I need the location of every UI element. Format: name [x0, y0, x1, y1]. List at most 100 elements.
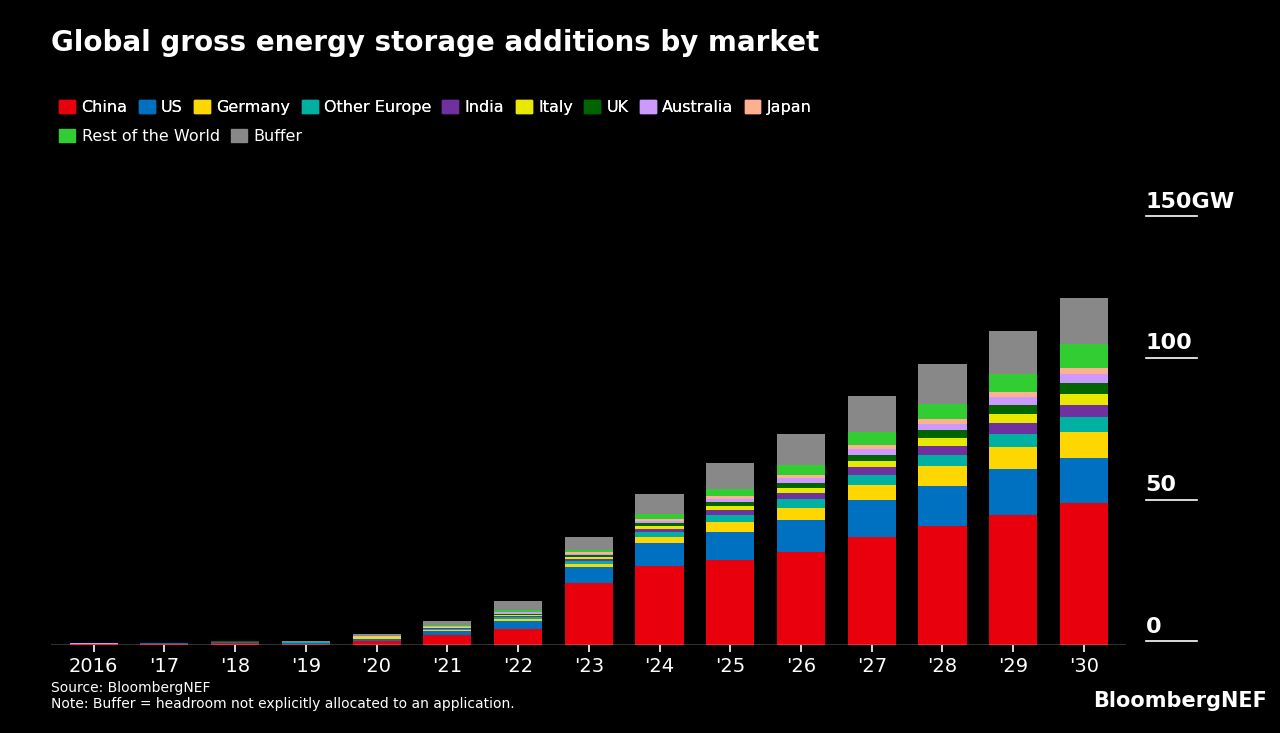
Bar	[494, 630, 543, 645]
Bar	[989, 397, 1037, 405]
Bar	[1060, 405, 1108, 417]
Bar	[919, 419, 966, 424]
Bar	[777, 551, 826, 645]
Bar	[777, 478, 826, 482]
Legend: China, US, Germany, Other Europe, India, Italy, UK, Australia, Japan: China, US, Germany, Other Europe, India,…	[59, 100, 812, 115]
Bar	[564, 583, 613, 645]
Text: Source: BloombergNEF
Note: Buffer = headroom not explicitly allocated to an appl: Source: BloombergNEF Note: Buffer = head…	[51, 681, 515, 711]
Bar	[847, 445, 896, 449]
Bar	[847, 449, 896, 454]
Bar	[847, 432, 896, 445]
Bar	[847, 485, 896, 501]
Bar	[989, 414, 1037, 423]
Bar	[919, 486, 966, 526]
Bar	[352, 633, 401, 636]
Bar	[635, 514, 684, 519]
Bar	[282, 644, 330, 645]
Bar	[847, 396, 896, 432]
Text: BloombergNEF: BloombergNEF	[1093, 691, 1267, 711]
Bar	[564, 564, 613, 567]
Text: 50: 50	[1146, 475, 1176, 495]
Bar	[494, 613, 543, 614]
Bar	[635, 537, 684, 543]
Bar	[989, 515, 1037, 645]
Text: Global gross energy storage additions by market: Global gross energy storage additions by…	[51, 29, 819, 57]
Bar	[777, 465, 826, 475]
Bar	[847, 501, 896, 537]
Bar	[635, 532, 684, 537]
Bar	[1060, 504, 1108, 645]
Bar	[989, 434, 1037, 446]
Bar	[919, 364, 966, 404]
Bar	[707, 522, 754, 531]
Bar	[635, 566, 684, 645]
Bar	[424, 625, 471, 626]
Bar	[564, 537, 613, 550]
Bar	[494, 610, 543, 611]
Bar	[424, 621, 471, 625]
Bar	[919, 424, 966, 430]
Bar	[564, 567, 613, 583]
Bar	[494, 619, 543, 621]
Bar	[282, 643, 330, 644]
Bar	[494, 621, 543, 630]
Bar	[564, 558, 613, 559]
Text: 0: 0	[1146, 616, 1161, 637]
Bar	[1060, 375, 1108, 383]
Bar	[69, 644, 118, 645]
Bar	[635, 523, 684, 526]
Bar	[494, 616, 543, 617]
Bar	[707, 509, 754, 515]
Bar	[1060, 417, 1108, 432]
Bar	[777, 493, 826, 499]
Legend: Rest of the World, Buffer: Rest of the World, Buffer	[59, 129, 302, 144]
Bar	[989, 446, 1037, 469]
Bar	[707, 506, 754, 509]
Bar	[919, 446, 966, 455]
Bar	[707, 496, 754, 498]
Text: 150GW: 150GW	[1146, 191, 1235, 212]
Bar	[352, 639, 401, 641]
Bar	[211, 643, 259, 645]
Bar	[989, 423, 1037, 434]
Bar	[919, 430, 966, 438]
Bar	[635, 528, 684, 532]
Bar	[989, 392, 1037, 397]
Bar	[1060, 383, 1108, 394]
Bar	[564, 550, 613, 553]
Bar	[564, 561, 613, 564]
Bar	[494, 601, 543, 610]
Bar	[352, 641, 401, 645]
Bar	[707, 502, 754, 506]
Bar	[707, 489, 754, 496]
Bar	[494, 614, 543, 615]
Text: 100: 100	[1146, 334, 1193, 353]
Bar	[707, 498, 754, 502]
Bar	[989, 469, 1037, 515]
Bar	[635, 526, 684, 528]
Bar	[919, 404, 966, 419]
Bar	[989, 405, 1037, 414]
Bar	[424, 630, 471, 631]
Bar	[707, 515, 754, 522]
Bar	[777, 475, 826, 478]
Bar	[564, 559, 613, 561]
Bar	[635, 494, 684, 514]
Bar	[424, 635, 471, 645]
Bar	[777, 507, 826, 520]
Bar	[1060, 458, 1108, 504]
Bar	[707, 531, 754, 560]
Bar	[211, 642, 259, 643]
Bar	[777, 499, 826, 507]
Bar	[1060, 394, 1108, 405]
Bar	[564, 556, 613, 558]
Bar	[1060, 432, 1108, 458]
Bar	[847, 454, 896, 461]
Bar	[707, 463, 754, 489]
Bar	[141, 644, 188, 645]
Bar	[424, 631, 471, 635]
Bar	[919, 466, 966, 486]
Bar	[1060, 298, 1108, 344]
Bar	[635, 543, 684, 566]
Bar	[635, 521, 684, 523]
